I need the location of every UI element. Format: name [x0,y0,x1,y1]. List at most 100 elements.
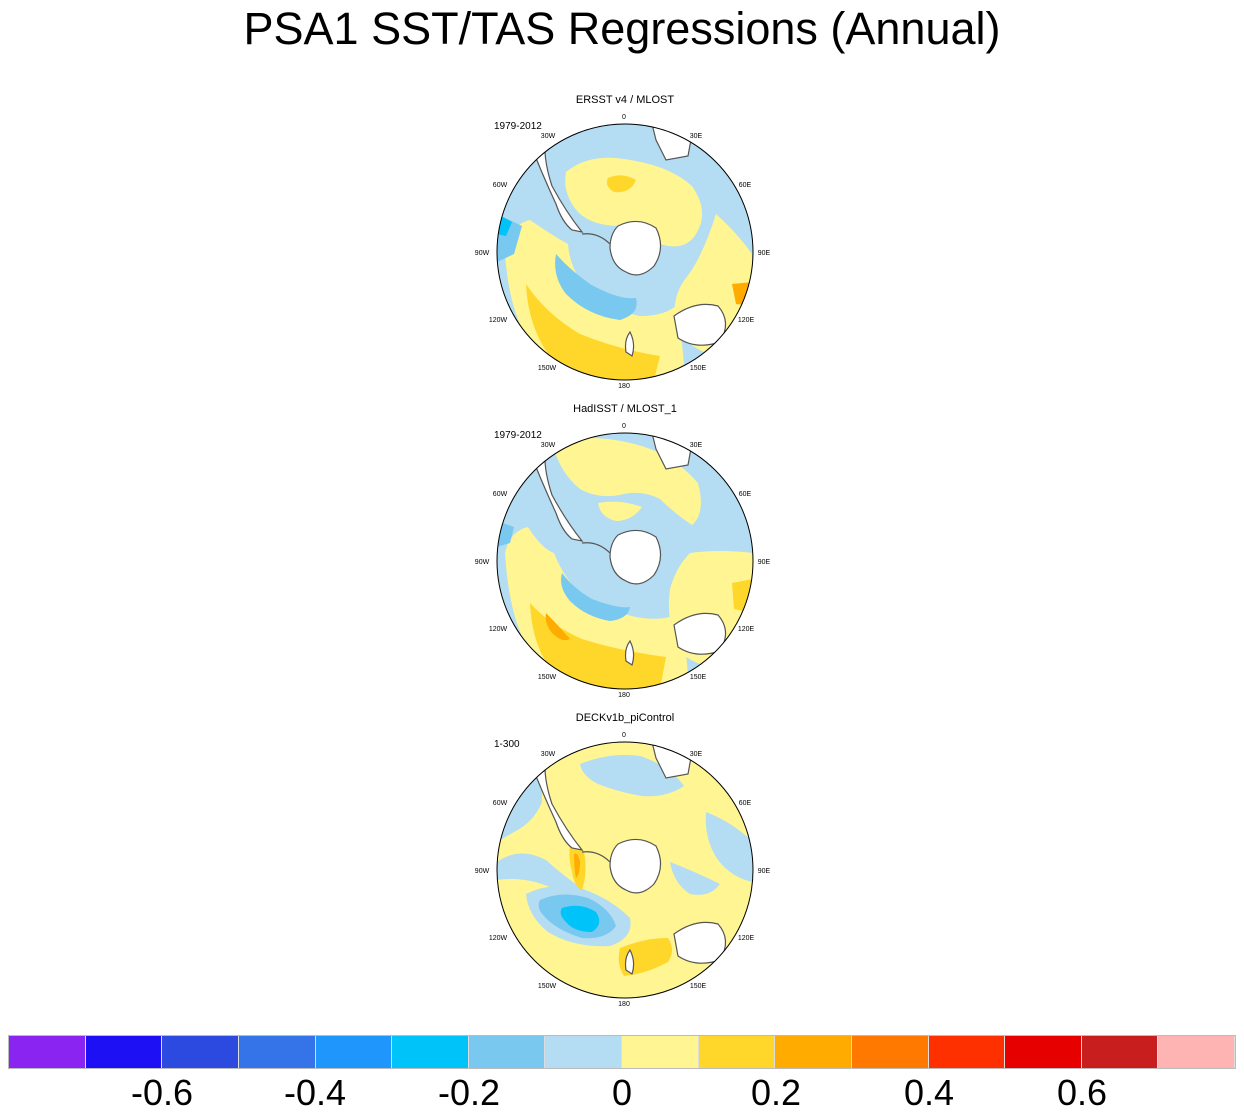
south-america [527,751,584,851]
colorbar-box [85,1036,163,1068]
lon-label: 120W [489,935,508,942]
new-zealand [624,330,635,357]
panel-period: 1979-2012 [494,430,542,441]
lon-label: 60W [493,491,508,498]
colorbar-label: -0.2 [437,1072,501,1113]
polar-stereographic-map: 0 30E 60E 90E 120E 150E 180 150W 120W 90… [475,423,771,699]
strong-positive-anomaly [574,853,580,878]
colorbar-label: 0.4 [903,1072,955,1113]
lon-label: 60E [739,491,752,498]
lon-label: 180 [618,692,630,699]
longitude-labels: 0 30E 60E 90E 120E 150E 180 150W 120W 90… [475,732,771,1008]
colorbar-box [315,1036,393,1068]
colorbar-box [698,1036,776,1068]
negative-anomaly-region [580,755,684,797]
colorbar-box [238,1036,316,1068]
negative-anomaly-region [705,812,753,882]
lon-label: 60E [739,800,752,807]
lon-label: 0 [622,114,626,121]
lon-label: 180 [618,1001,630,1008]
negative-anomaly-region [670,862,720,895]
colorbar-box [392,1036,469,1068]
lon-label: 30E [690,133,703,140]
antarctic-peninsula [581,851,611,863]
antarctica [609,529,662,585]
panel-title: HadISST / MLOST_1 [573,403,677,415]
lon-label: 90W [475,250,490,257]
positive-anomaly-region [565,157,703,247]
panel-period: 1979-2012 [494,121,542,132]
colorbar-box [851,1036,929,1068]
map-boundary [496,123,754,381]
lon-label: 0 [622,732,626,739]
figure-title: PSA1 SST/TAS Regressions (Annual) [243,3,1001,54]
polar-stereographic-map: 0 30E 60E 90E 120E 150E 180 150W 120W 90… [475,114,771,390]
negative-anomaly-region [555,254,637,320]
colorbar-box [775,1036,852,1068]
lon-label: 150W [538,365,557,372]
lon-label: 30W [541,442,556,449]
australia [673,303,727,346]
positive-anomaly-core [530,603,666,689]
colorbar [8,1035,1236,1069]
polar-stereographic-map: 0 30E 60E 90E 120E 150E 180 150W 120W 90… [475,732,771,1008]
negative-anomaly-region [497,853,582,892]
colorbar-box [1081,1036,1159,1068]
map-boundary [496,432,754,690]
lon-label: 150W [538,983,557,990]
colorbar-box [162,1036,239,1068]
panel-title: DECKv1b_piControl [575,712,675,724]
colorbar-box [9,1036,86,1068]
lon-label: 90E [758,250,771,257]
lon-label: 90W [475,559,490,566]
colorbar-label: -0.4 [283,1072,347,1113]
lon-label: 180 [618,383,630,390]
panel-title: ERSST v4 / MLOST [575,94,675,106]
lon-label: 60W [493,800,508,807]
positive-anomaly-core [526,284,660,380]
lon-label: 150E [690,365,707,372]
panel-period: 1-300 [494,739,520,750]
lon-label: 150E [690,983,707,990]
colorbar-label: -0.6 [130,1072,194,1113]
lon-label: 120E [738,317,755,324]
antarctic-peninsula [581,233,611,245]
lon-label: 120W [489,626,508,633]
lon-label: 60W [493,182,508,189]
lon-label: 60E [739,182,752,189]
strong-negative-anomaly [560,905,600,932]
australia [673,612,727,655]
south-america [527,442,584,542]
lon-label: 30W [541,751,556,758]
colorbar-box [928,1036,1006,1068]
lon-label: 120E [738,935,755,942]
lon-label: 0 [622,423,626,430]
colorbar-label: 0.2 [750,1072,802,1113]
lon-label: 30W [541,133,556,140]
colorbar-box [545,1036,622,1068]
colorbar-label: 0 [611,1072,633,1113]
antarctica [609,220,662,276]
lon-label: 30E [690,751,703,758]
new-zealand [624,948,635,975]
lon-label: 90W [475,868,490,875]
negative-anomaly-region [561,573,630,621]
positive-anomaly-core [732,579,753,613]
colorbar-box [622,1036,699,1068]
colorbar-box [1005,1036,1082,1068]
longitude-labels: 0 30E 60E 90E 120E 150E 180 150W 120W 90… [475,114,771,390]
positive-anomaly-patch [598,501,642,521]
new-zealand [624,639,635,666]
map-panel-1: ERSST v4 / MLOST 1979-2012 0 30E 60E [470,94,780,394]
colorbar-label: 0.6 [1056,1072,1108,1113]
lon-label: 90E [758,868,771,875]
colorbar-box [468,1036,546,1068]
south-america [527,133,584,233]
colorbar-box [1158,1036,1235,1068]
antarctic-peninsula [581,542,611,554]
strong-positive-anomaly [545,613,570,641]
map-panel-2: HadISST / MLOST_1 1979-2012 0 30E 60E [470,403,780,703]
longitude-labels: 0 30E 60E 90E 120E 150E 180 150W 120W 90… [475,423,771,699]
antarctica [609,838,662,894]
map-panel-3: DECKv1b_piControl 1-300 0 30E [470,712,780,1012]
